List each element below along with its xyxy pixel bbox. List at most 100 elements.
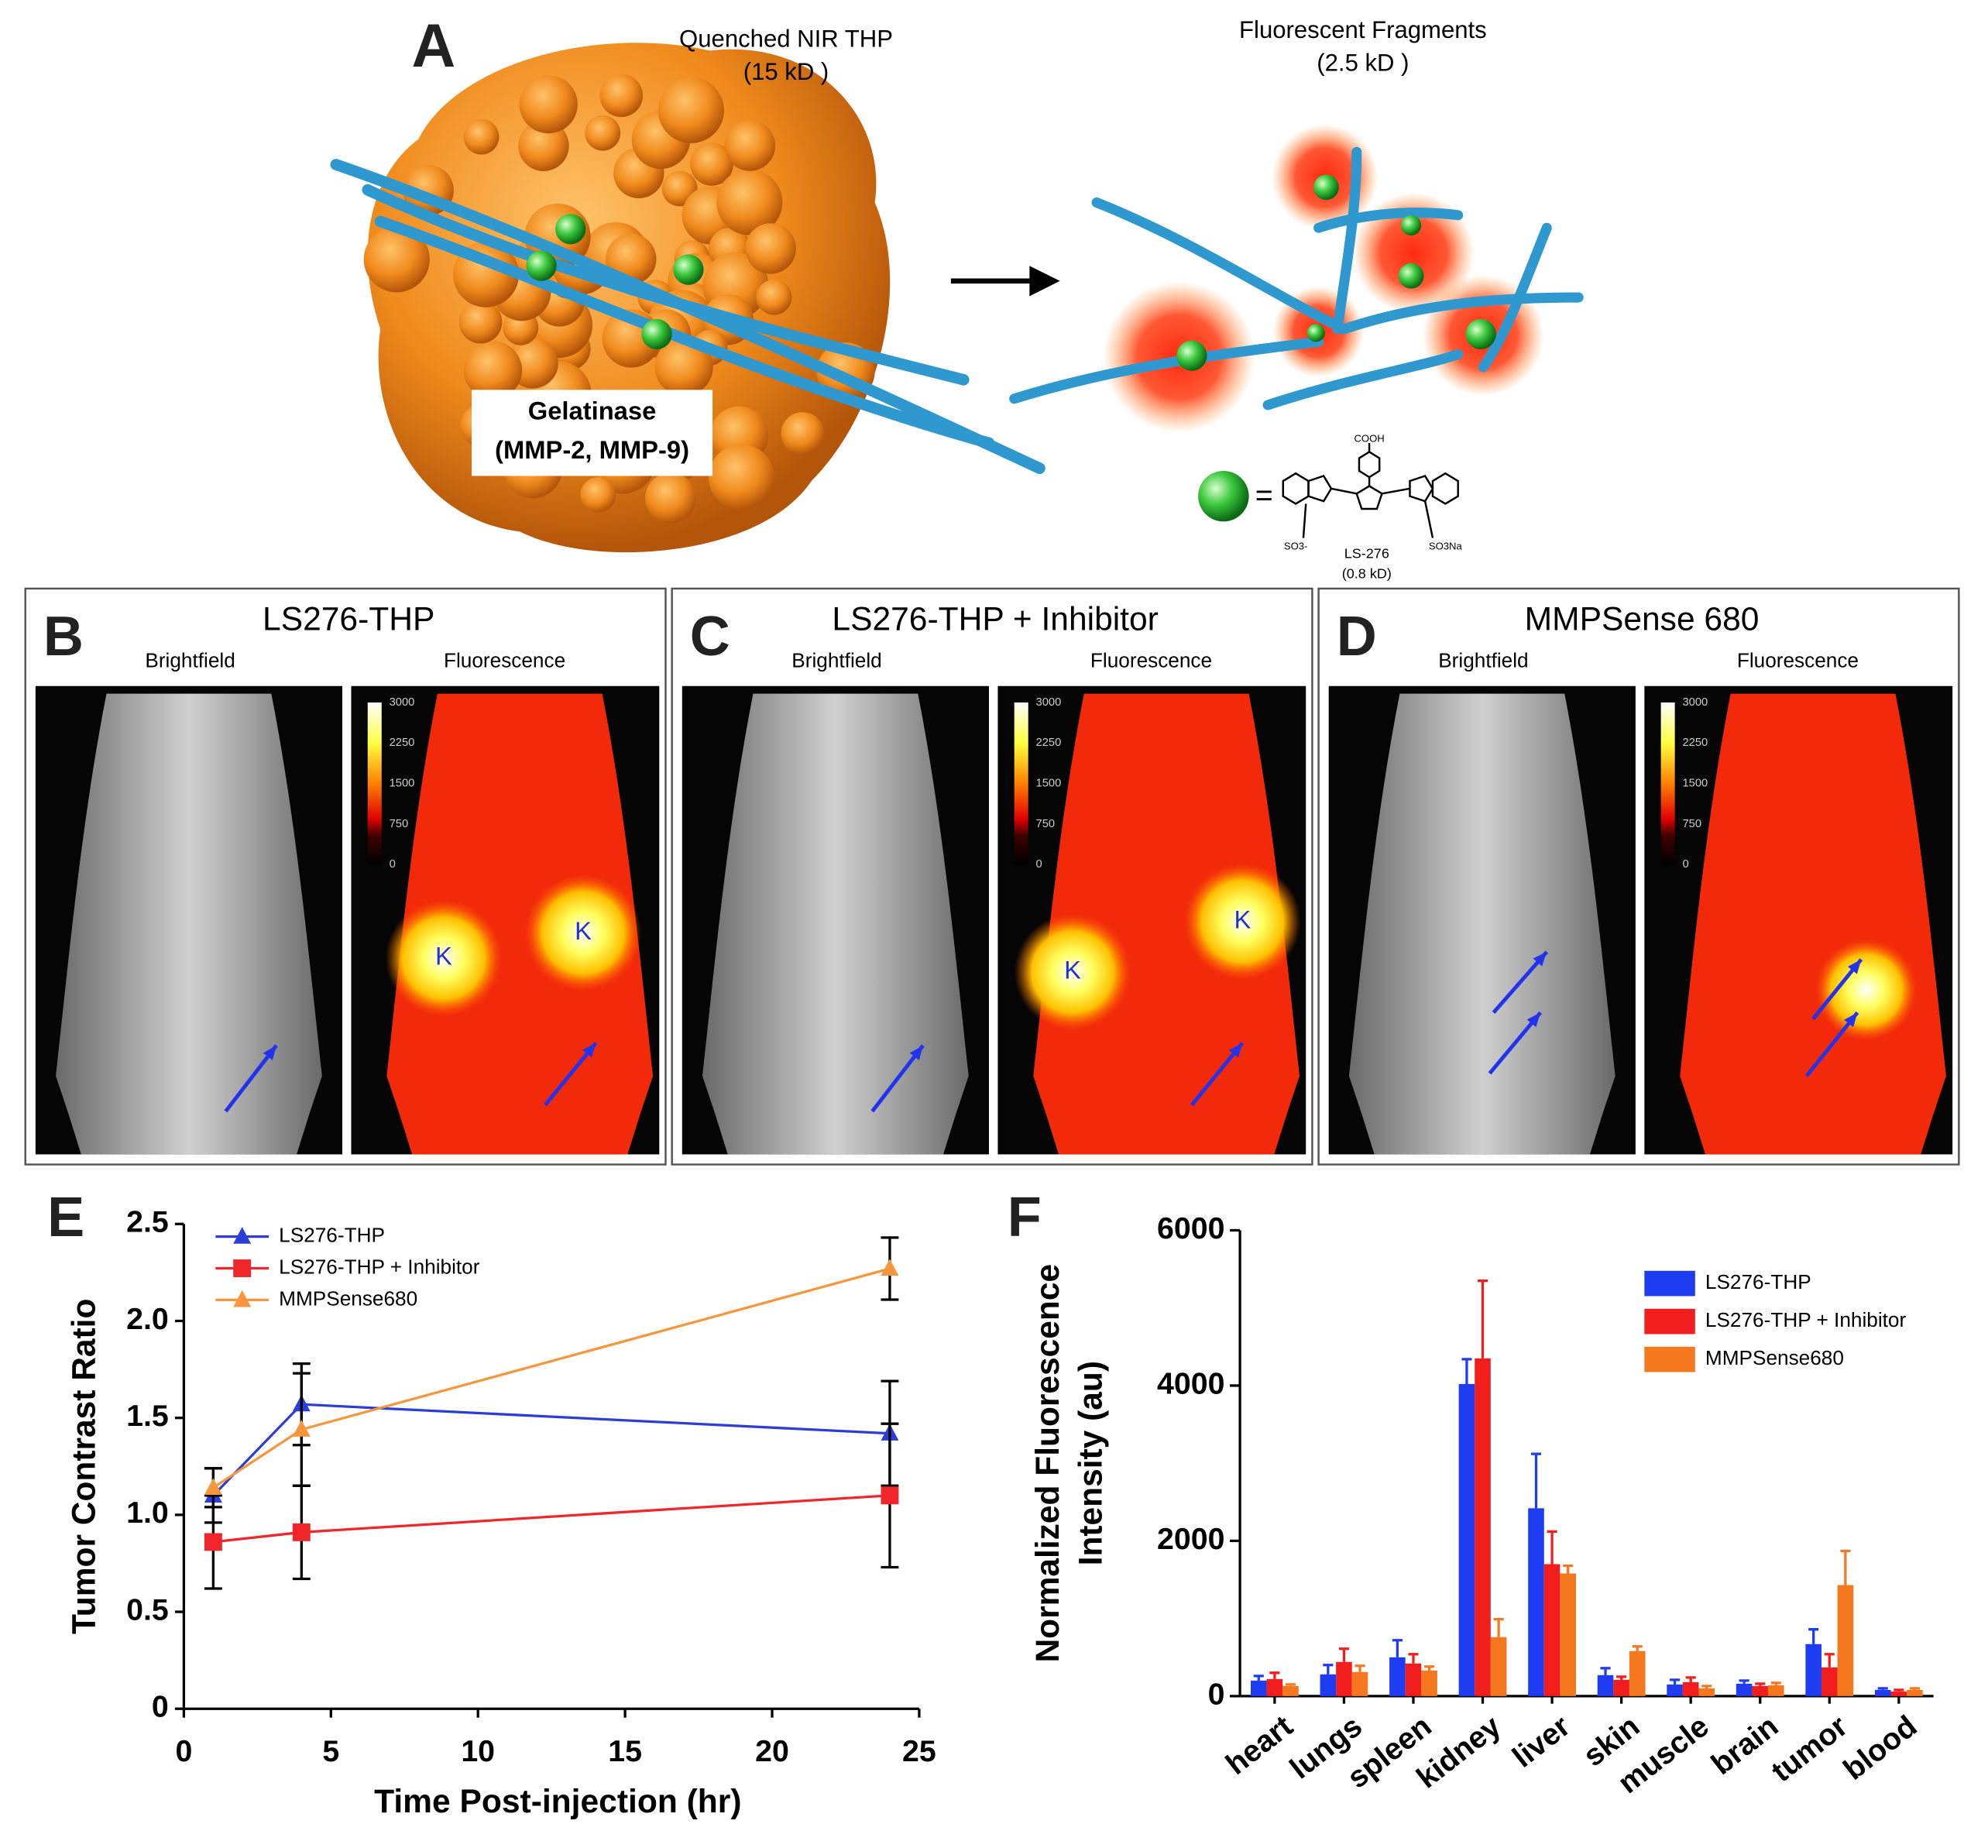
error-bar bbox=[1909, 1687, 1920, 1690]
bar bbox=[1821, 1667, 1838, 1696]
mouse bbox=[1348, 693, 1615, 1155]
arrow-head bbox=[1844, 1012, 1858, 1028]
bar bbox=[1698, 1688, 1715, 1696]
series-line bbox=[212, 1403, 891, 1496]
legend-swatch bbox=[1644, 1270, 1695, 1297]
error-bar bbox=[1894, 1688, 1904, 1692]
error-bar bbox=[1424, 1665, 1435, 1671]
bar bbox=[1458, 1383, 1475, 1696]
bar bbox=[1490, 1637, 1507, 1696]
error-bar bbox=[1600, 1667, 1611, 1675]
ribbon bbox=[1313, 208, 1464, 233]
hot-spot bbox=[524, 874, 642, 991]
dye-ball bbox=[1401, 215, 1422, 235]
surface-bump bbox=[518, 120, 569, 171]
dye-ball bbox=[1465, 318, 1496, 350]
dye-group: COOH bbox=[1354, 433, 1384, 445]
bar bbox=[1752, 1685, 1769, 1696]
x-tick-label: 15 bbox=[608, 1734, 642, 1768]
x-tick-label: 0 bbox=[175, 1734, 192, 1768]
legend-label: LS276-THP bbox=[1705, 1270, 1811, 1293]
image-label: Fluorescence bbox=[444, 649, 565, 672]
error-bar bbox=[1739, 1679, 1749, 1684]
bar bbox=[1405, 1663, 1422, 1696]
arrow-head bbox=[909, 1045, 923, 1060]
legend-label: MMPSense680 bbox=[1705, 1346, 1844, 1369]
bar bbox=[1336, 1661, 1352, 1696]
line-chart: 0 5 10 15 20 25 0 0.5 1.0 1.5 2.0 2.5 Time Post-inje… bbox=[67, 1205, 936, 1820]
panel-label: E bbox=[47, 1187, 84, 1249]
marker bbox=[881, 1486, 899, 1505]
y-axis-label: Normalized Fluorescence bbox=[1030, 1264, 1066, 1663]
imaging-panel: D MMPSense 680 Brightfield Fluorescence 3000… bbox=[1317, 587, 1960, 1166]
glow bbox=[1352, 192, 1475, 314]
ribbon bbox=[330, 159, 1046, 475]
colorbar-tick-label: 0 bbox=[390, 858, 396, 871]
ring bbox=[1282, 472, 1310, 505]
surface-bump bbox=[463, 119, 500, 155]
bar bbox=[1266, 1678, 1283, 1696]
marker bbox=[204, 1533, 222, 1551]
hot-spot bbox=[1815, 939, 1918, 1041]
mouse bbox=[386, 693, 654, 1155]
ring bbox=[1431, 472, 1459, 505]
bar bbox=[1874, 1689, 1891, 1696]
dye-ball bbox=[1313, 174, 1339, 201]
surface-bump bbox=[654, 338, 713, 397]
enzyme-label: Gelatinase bbox=[528, 396, 657, 424]
surface-bump bbox=[519, 75, 578, 134]
bar bbox=[1837, 1585, 1854, 1696]
surface-bump bbox=[724, 120, 776, 171]
bar bbox=[1667, 1684, 1683, 1696]
bar bbox=[1282, 1685, 1299, 1696]
ribbon bbox=[1009, 336, 1324, 404]
colorbar bbox=[1660, 702, 1675, 865]
organ-label: K bbox=[575, 916, 592, 945]
surface-bump bbox=[756, 279, 792, 315]
mouse bbox=[702, 693, 969, 1155]
bar bbox=[1682, 1681, 1699, 1696]
colorbar-tick-label: 2250 bbox=[1036, 737, 1062, 749]
y-axis-label: Intensity (au) bbox=[1073, 1361, 1109, 1565]
fragments-mass: (2.5 kD ) bbox=[1317, 50, 1409, 77]
error-bar bbox=[1808, 1628, 1819, 1644]
bar bbox=[1320, 1674, 1337, 1696]
panel-label: B bbox=[43, 606, 84, 668]
mouse bbox=[1033, 693, 1300, 1155]
bar bbox=[1475, 1358, 1491, 1696]
y-tick-label: 1.0 bbox=[126, 1496, 169, 1530]
imaging-panel: B LS276-THP Brightfield Fluorescence 3000 225… bbox=[24, 587, 667, 1166]
enzyme-types: (MMP-2, MMP-9) bbox=[495, 435, 689, 464]
panel-title: LS276-THP bbox=[263, 602, 434, 638]
imaging-panel: C LS276-THP + Inhibitor Brightfield Fluores… bbox=[671, 587, 1313, 1166]
marker bbox=[292, 1523, 311, 1541]
bar bbox=[1768, 1685, 1784, 1696]
dye-ball bbox=[641, 318, 672, 350]
arrow-head bbox=[1229, 1043, 1243, 1058]
error-bar bbox=[1547, 1530, 1557, 1565]
bonds bbox=[1302, 442, 1434, 538]
error-bar bbox=[1493, 1618, 1504, 1637]
ring bbox=[1409, 475, 1434, 503]
error-bar bbox=[1824, 1653, 1835, 1668]
marker bbox=[292, 1420, 311, 1437]
organ-label: K bbox=[1064, 956, 1081, 984]
x-tick-label: blood bbox=[1837, 1709, 1923, 1786]
surface-bump bbox=[690, 143, 733, 186]
colorbar-tick-label: 1500 bbox=[1682, 777, 1708, 789]
colorbar-tick-label: 750 bbox=[390, 818, 409, 830]
colorbar-tick-label: 3000 bbox=[1036, 696, 1062, 709]
surface-bump bbox=[599, 74, 644, 118]
organ-label: K bbox=[435, 942, 452, 970]
bar bbox=[1250, 1680, 1267, 1696]
hot-spot bbox=[1184, 863, 1301, 980]
image-label: Brightfield bbox=[1438, 649, 1528, 672]
error-bar bbox=[1877, 1687, 1888, 1690]
equals: = bbox=[1255, 479, 1273, 513]
y-tick-label: 4000 bbox=[1157, 1366, 1224, 1400]
mouse bbox=[1680, 693, 1946, 1155]
series-line bbox=[213, 1494, 891, 1544]
legend-label: LS276-THP + Inhibitor bbox=[1705, 1308, 1907, 1331]
